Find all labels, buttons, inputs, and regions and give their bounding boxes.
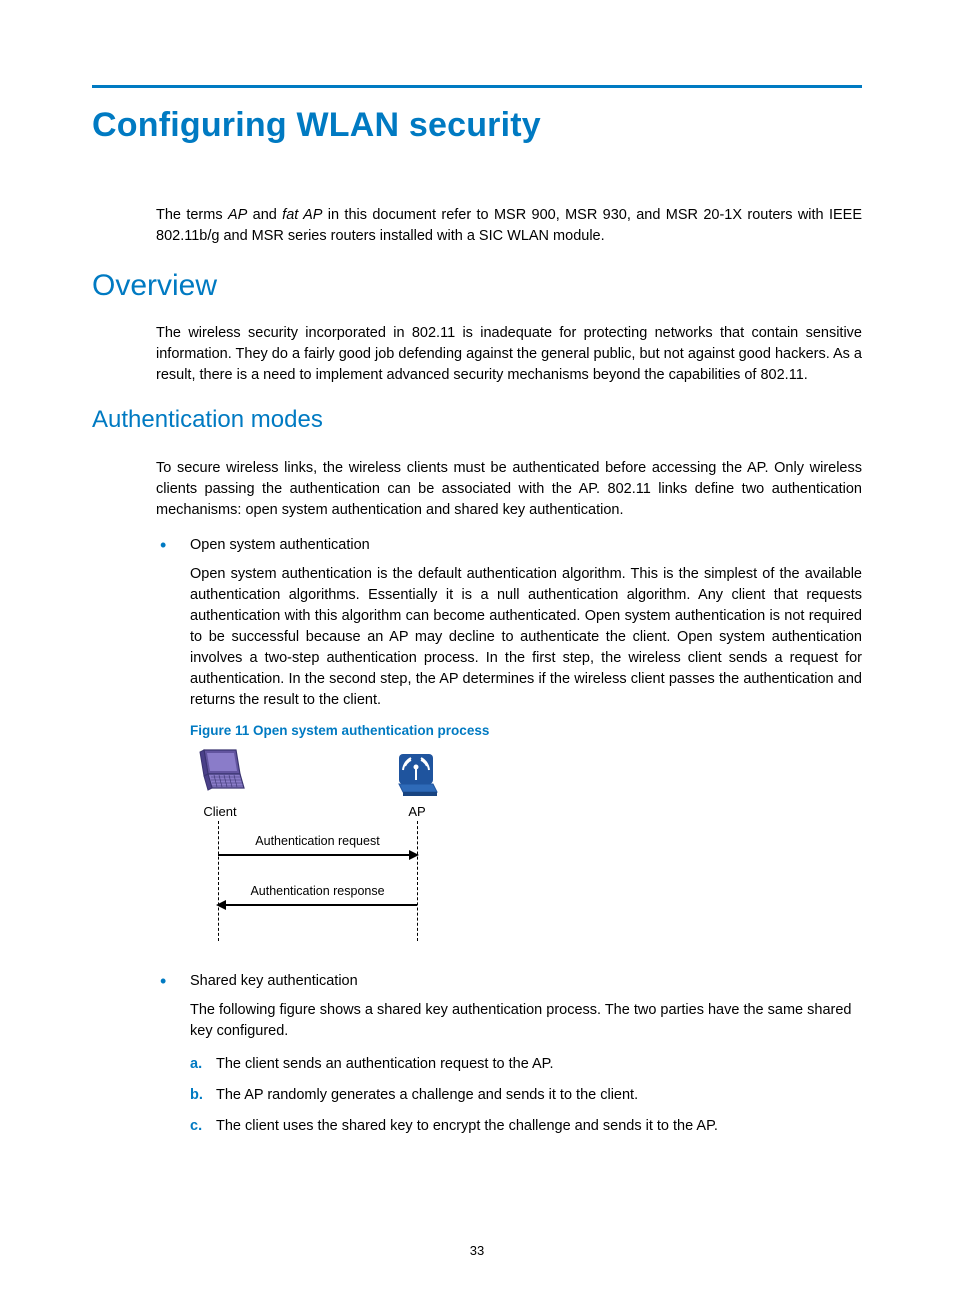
- step-text: The AP randomly generates a challenge an…: [216, 1087, 638, 1103]
- arrow-head-left-icon: [216, 900, 226, 910]
- figure-arrow-request: [218, 854, 417, 856]
- step-text: The client uses the shared key to encryp…: [216, 1118, 718, 1134]
- step-letter: a.: [190, 1054, 202, 1075]
- auth-heading: Authentication modes: [92, 406, 862, 434]
- access-point-icon: [393, 750, 439, 798]
- bullet-title: Open system authentication: [190, 535, 862, 556]
- page-number: 33: [0, 1243, 954, 1258]
- figure-11: Client AP Authentication request Authent…: [190, 746, 862, 941]
- shared-key-steps: a. The client sends an authentication re…: [190, 1054, 862, 1137]
- auth-intro: To secure wireless links, the wireless c…: [156, 458, 862, 521]
- figure-msg-response: Authentication response: [218, 884, 417, 898]
- intro-paragraph: The terms AP and fat AP in this document…: [156, 205, 862, 247]
- figure-caption: Figure 11 Open system authentication pro…: [190, 723, 862, 738]
- step-letter: b.: [190, 1085, 203, 1106]
- auth-bullet-list: Open system authentication Open system a…: [156, 535, 862, 1137]
- step-c: c. The client uses the shared key to enc…: [190, 1116, 862, 1137]
- step-a: a. The client sends an authentication re…: [190, 1054, 862, 1075]
- bullet-body: Open system authentication is the defaul…: [190, 564, 862, 711]
- figure-lifeline-ap: [417, 821, 418, 941]
- bullet-body: The following figure shows a shared key …: [190, 1000, 862, 1042]
- overview-body: The wireless security incorporated in 80…: [156, 323, 862, 386]
- arrow-head-right-icon: [409, 850, 419, 860]
- figure-client-label: Client: [190, 804, 250, 819]
- bullet-open-system: Open system authentication Open system a…: [156, 535, 862, 941]
- step-letter: c.: [190, 1116, 202, 1137]
- figure-ap-label: AP: [393, 804, 441, 819]
- bullet-shared-key: Shared key authentication The following …: [156, 971, 862, 1137]
- top-rule: [92, 85, 862, 88]
- step-text: The client sends an authentication reque…: [216, 1056, 554, 1072]
- figure-msg-request: Authentication request: [218, 834, 417, 848]
- overview-heading: Overview: [92, 269, 862, 303]
- step-b: b. The AP randomly generates a challenge…: [190, 1085, 862, 1106]
- bullet-title: Shared key authentication: [190, 971, 862, 992]
- figure-arrow-response: [218, 904, 417, 906]
- page-title: Configuring WLAN security: [92, 106, 862, 145]
- laptop-icon: [194, 748, 246, 798]
